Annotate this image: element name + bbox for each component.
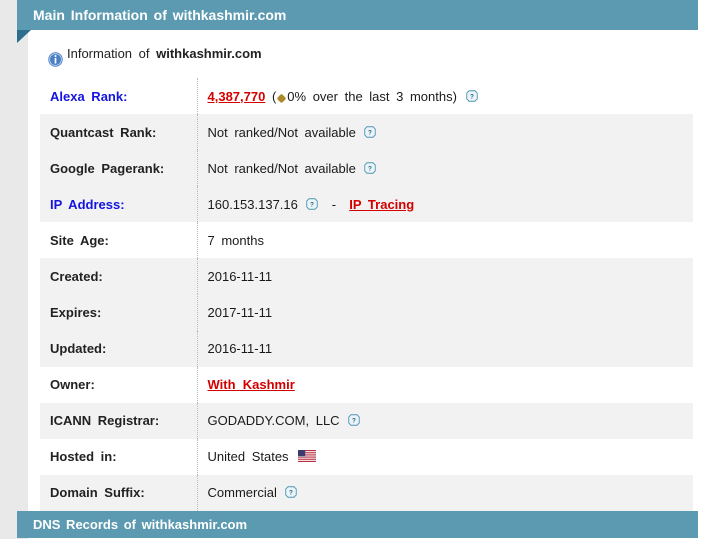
svg-text:?: ? — [290, 490, 294, 497]
svg-text:?: ? — [369, 130, 373, 137]
svg-text:?: ? — [470, 94, 474, 101]
svg-text:?: ? — [352, 418, 356, 425]
svg-text:?: ? — [311, 202, 315, 209]
svg-text:?: ? — [369, 166, 373, 173]
